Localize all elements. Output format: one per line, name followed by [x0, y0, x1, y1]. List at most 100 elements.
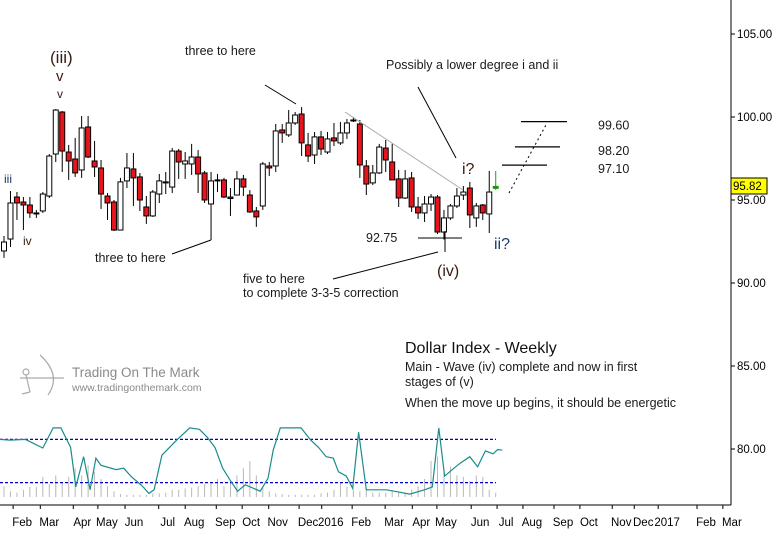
candle [428, 194, 435, 211]
candle [13, 192, 20, 220]
wave-label-iii: iii [4, 172, 12, 186]
candle-body [65, 151, 72, 162]
candle [279, 123, 286, 143]
candle-body [91, 160, 98, 168]
x-tick-label: Dec [298, 517, 319, 529]
wave-label-i-question: i? [462, 161, 475, 178]
x-tick-label: Feb [12, 517, 32, 529]
annotation-five-2: to complete 3-3-5 correction [243, 286, 399, 300]
candle [162, 171, 169, 195]
pointer-line-three-bottom [171, 239, 212, 255]
candle-body [20, 201, 27, 206]
candle-body [39, 193, 46, 212]
candle-body [1, 241, 7, 252]
wave-label-v-lower: v [57, 87, 63, 101]
candle-body [195, 156, 202, 175]
x-tick-label: Oct [242, 517, 261, 529]
y-tick-label: 95.00 [737, 195, 766, 207]
x-tick-label: Apr [73, 517, 91, 529]
candle [492, 170, 499, 191]
candle-body [26, 204, 33, 214]
y-tick-label: 85.00 [737, 361, 766, 373]
candle [460, 186, 467, 200]
candles [1, 107, 499, 258]
candle-body [408, 177, 415, 208]
projected-path [508, 122, 548, 194]
candle [246, 190, 253, 213]
x-tick-label: 2016 [318, 517, 344, 529]
candle [123, 153, 130, 189]
candle [434, 195, 441, 235]
candle-body [233, 178, 240, 196]
candle-body [389, 161, 396, 181]
candle-body [136, 176, 143, 201]
candle-body [240, 178, 247, 188]
candle [1, 236, 7, 258]
candle-body [156, 180, 163, 195]
candle-body [220, 179, 227, 198]
candle [479, 203, 486, 220]
candle-body [130, 168, 137, 179]
annotation-five-1: five to here [243, 272, 305, 286]
candle [149, 190, 156, 217]
candle-body [46, 155, 53, 197]
x-tick-label: Dec [633, 517, 654, 529]
trendline [344, 111, 464, 191]
target-label: 98.20 [598, 144, 629, 158]
candle [389, 143, 396, 181]
candle [195, 150, 202, 194]
x-tick-label: Aug [184, 517, 204, 529]
x-tick-label: Nov [267, 517, 288, 529]
candle-body [123, 167, 130, 182]
candle [201, 170, 208, 203]
candle-body [253, 210, 260, 218]
candle-body [227, 196, 234, 200]
logo-archer-icon [20, 354, 64, 396]
candle-body [382, 147, 389, 161]
candle [26, 197, 33, 218]
candle [259, 161, 266, 210]
candle [305, 132, 312, 162]
y-tick-label: 100.00 [737, 112, 772, 124]
wave-label-iv: iv [23, 234, 32, 248]
candle-body [188, 156, 195, 165]
candle-body [52, 109, 59, 155]
x-tick-label: 2017 [654, 517, 680, 529]
candle [240, 174, 247, 197]
candle-body [402, 178, 409, 199]
x-tick-label: Sep [553, 517, 573, 529]
candle [376, 143, 383, 174]
wave-label-v-upper: v [56, 68, 64, 85]
candle [85, 116, 92, 159]
logo-url[interactable]: www.tradingonthemark.com [71, 382, 202, 394]
x-axis: Feb Mar Apr May Jun Jul Aug Sep Oct Nov Dec 2016 Feb… [12, 505, 742, 529]
x-tick-label: Mar [722, 517, 742, 529]
y-axis: 105.00 100.00 95.00 90.00 85.00 80.00 [731, 29, 772, 456]
candle [59, 111, 66, 172]
candle-body [33, 212, 40, 215]
annotation-three-bottom: three to here [95, 251, 166, 265]
x-tick-label: Aug [522, 517, 542, 529]
candle-body [214, 179, 221, 182]
logo-name: Trading On The Mark [72, 365, 200, 380]
candle-body [292, 114, 299, 124]
candle-body [85, 126, 92, 158]
candle [473, 202, 480, 227]
x-tick-label: Feb [696, 517, 716, 529]
candle-body [350, 119, 357, 122]
candle-body [428, 196, 435, 205]
x-tick-label: Mar [384, 517, 404, 529]
x-tick-label: Mar [39, 517, 59, 529]
x-tick-label: Jun [125, 517, 144, 529]
x-tick-label: Jul [160, 517, 175, 529]
candle [91, 140, 98, 177]
candle-body [208, 180, 215, 205]
candle [130, 153, 137, 206]
candle-body [440, 217, 447, 233]
candle-body [149, 191, 156, 217]
candle [104, 193, 111, 220]
candle [421, 196, 428, 222]
candle-body [453, 195, 460, 207]
subtitle-line-2: stages of (v) [405, 375, 474, 389]
candle-body [143, 206, 150, 217]
